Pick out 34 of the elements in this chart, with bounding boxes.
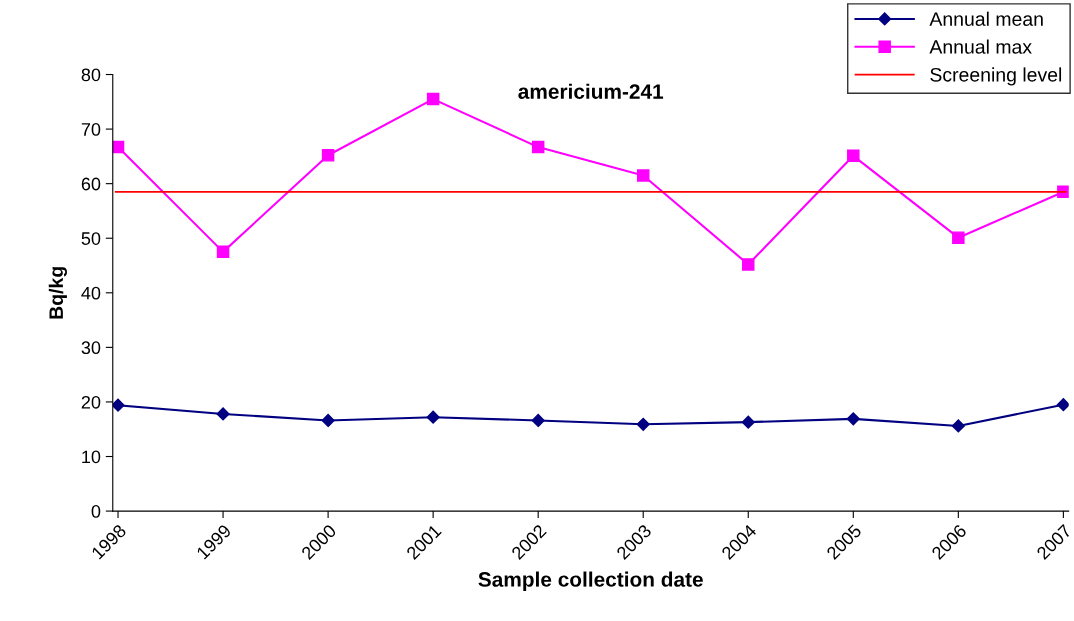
- point: [846, 412, 860, 426]
- point: [426, 92, 440, 106]
- y-tick-label: 80: [81, 68, 101, 82]
- y-tick-label: 0: [91, 505, 101, 518]
- point: [952, 231, 965, 244]
- point: [847, 149, 860, 163]
- x-axis-title: Sample collection date: [478, 571, 703, 591]
- point: [321, 413, 335, 428]
- point: [636, 169, 650, 182]
- point: [426, 410, 440, 424]
- point: [216, 407, 230, 421]
- point: [741, 415, 755, 429]
- y-tick-label: 50: [81, 232, 101, 245]
- y-tick-label: 30: [81, 341, 101, 355]
- y-tick-label: 70: [81, 123, 101, 136]
- legend-label: Screening level: [930, 67, 1062, 86]
- point: [112, 140, 125, 154]
- point: [531, 413, 545, 428]
- point: [531, 140, 545, 154]
- point: [1056, 398, 1069, 412]
- point: [112, 398, 125, 412]
- y-tick-label: 20: [81, 395, 101, 409]
- legend-label: Annual mean: [929, 11, 1043, 26]
- legend-label: Annual max: [929, 39, 1032, 54]
- point: [951, 419, 965, 433]
- point: [321, 149, 335, 162]
- y-tick-label: 10: [82, 450, 101, 464]
- point: [216, 245, 230, 259]
- chart-title: americium-241: [518, 83, 664, 99]
- y-tick-label: 40: [81, 286, 101, 300]
- y-axis-title: Bq/kg: [48, 267, 67, 319]
- point: [742, 258, 755, 271]
- point: [636, 417, 650, 431]
- y-tick-label: 60: [81, 177, 101, 191]
